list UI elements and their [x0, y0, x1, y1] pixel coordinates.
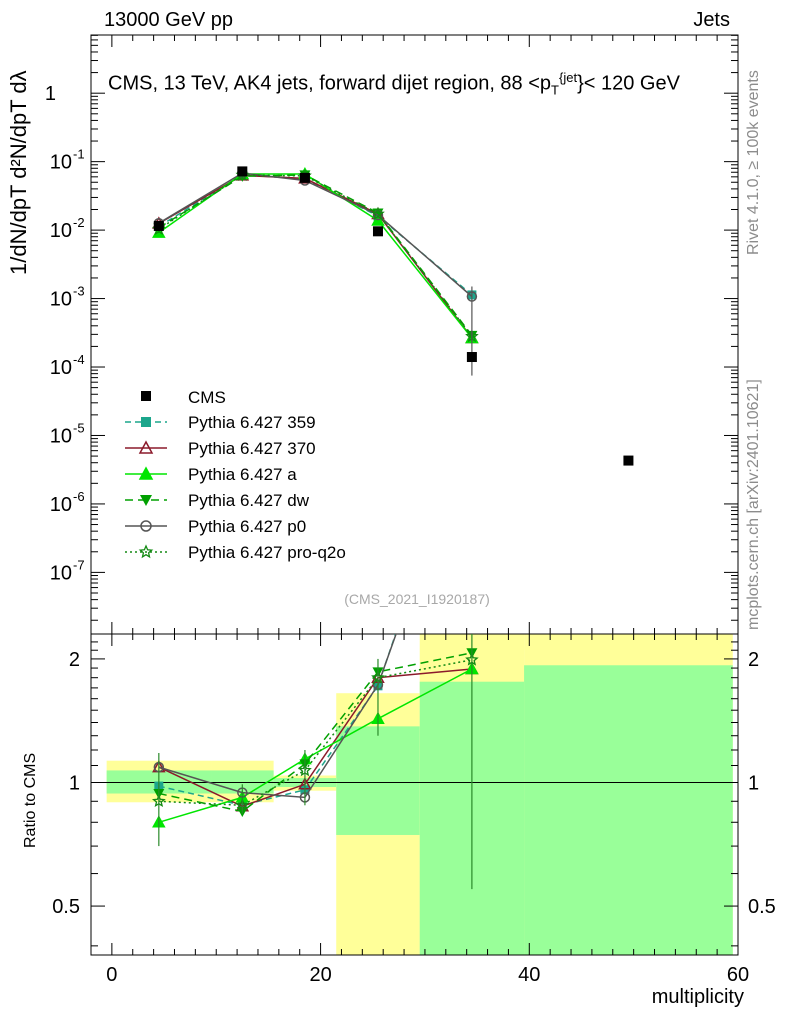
legend-label-2: Pythia 6.427 a	[188, 465, 297, 484]
legend-label-0: Pythia 6.427 359	[188, 413, 316, 432]
y-tick-exponent: -7	[73, 557, 85, 572]
y-tick-exponent: -3	[73, 284, 85, 299]
y-tick-exponent: -4	[73, 352, 85, 367]
cms-data-point	[153, 220, 164, 231]
analysis-watermark: (CMS_2021_I1920187)	[344, 591, 490, 607]
x-tick-label: 40	[518, 964, 540, 986]
legend-marker-2	[138, 466, 154, 480]
ratio-tick-label: 0.5	[52, 896, 80, 918]
ratio-tick-label-right: 0.5	[748, 896, 776, 918]
x-axis-label: multiplicity	[651, 986, 744, 1008]
legend-label-3: Pythia 6.427 dw	[188, 491, 310, 510]
plot-title: CMS, 13 TeV, AK4 jets, forward dijet reg…	[108, 70, 680, 98]
legend-label-1: Pythia 6.427 370	[188, 439, 316, 458]
y-tick-exponent: -2	[73, 215, 85, 230]
main-series	[151, 166, 634, 466]
y-tick-label: 10	[50, 562, 72, 584]
band-green-5	[524, 665, 733, 955]
y-tick-exponent: -6	[73, 489, 85, 504]
plot-title-text: CMS, 13 TeV, AK4 jets, forward dijet reg…	[108, 72, 552, 95]
ratio-line-3	[158, 652, 473, 813]
cms-data-point	[372, 226, 383, 237]
series-point-5	[371, 206, 385, 220]
x-tick-label: 0	[106, 964, 117, 986]
plot-title-sub: T	[551, 82, 559, 98]
y-tick-label: 10	[50, 220, 72, 242]
ratio-frame	[90, 633, 739, 956]
series-point-4	[372, 209, 384, 221]
y-tick-label: 10	[50, 494, 72, 516]
ratio-uncertainty-bands	[106, 634, 733, 955]
y-tick-label: 10	[50, 425, 72, 447]
cms-data-point	[466, 352, 477, 363]
ratio-tick-label: 2	[69, 649, 80, 671]
legend: CMS Pythia 6.427 359 Pythia 6.427 370 Pythi…	[125, 388, 346, 562]
ratio-tick-label-right: 2	[748, 649, 759, 671]
y-tick-label: 1	[45, 83, 56, 105]
y-tick-exponent: -5	[73, 420, 85, 435]
legend-marker-4	[140, 520, 152, 532]
legend-label-4: Pythia 6.427 p0	[188, 517, 306, 536]
ratio-tick-label: 1	[69, 772, 80, 794]
header-category: Jets	[693, 9, 730, 31]
legend-marker-5	[138, 544, 154, 559]
legend-marker-0	[141, 417, 151, 427]
band-green-3	[336, 726, 420, 835]
ratio-clipped	[151, 634, 479, 890]
legend-label-5: Pythia 6.427 pro-q2o	[188, 543, 346, 562]
x-tick-label: 20	[309, 964, 331, 986]
y-tick-label: 10	[50, 289, 72, 311]
y-tick-label: 10	[50, 152, 72, 174]
legend-marker-cms	[141, 391, 151, 401]
ratio-tick-label-right: 1	[748, 772, 759, 794]
series-line-5	[158, 174, 473, 337]
plot-title-sup: {jet	[559, 70, 578, 85]
x-tick-label: 60	[727, 964, 749, 986]
y-tick-exponent: -1	[73, 147, 85, 162]
series-line-4	[158, 172, 473, 298]
header-process: 13000 GeV pp	[104, 9, 233, 31]
legend-marker-3	[140, 495, 152, 506]
cms-data-point	[237, 166, 248, 177]
cms-data-point	[623, 455, 634, 466]
plot-title-end: }< 120 GeV	[577, 72, 680, 95]
ratio-series	[151, 634, 479, 890]
cms-data-point	[299, 172, 310, 183]
y-tick-label: 10	[50, 357, 72, 379]
legend-marker-1	[138, 440, 154, 454]
legend-label-cms: CMS	[188, 388, 226, 407]
